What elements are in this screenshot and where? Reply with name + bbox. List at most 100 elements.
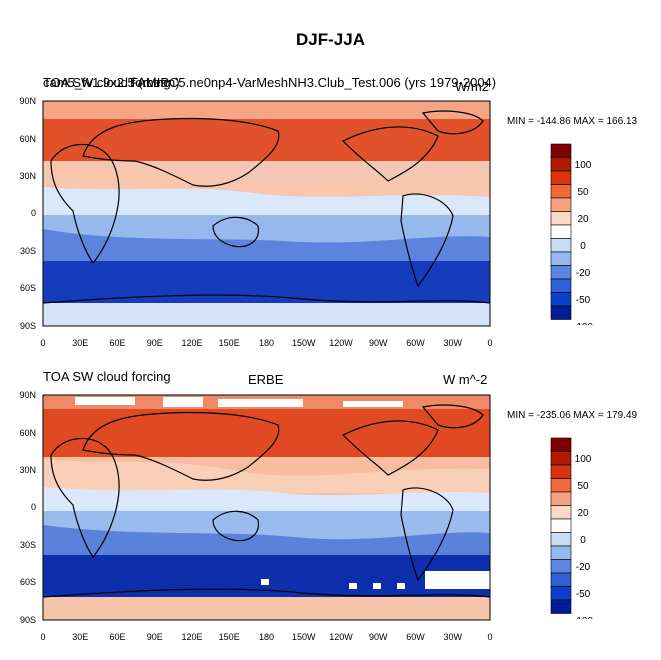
lon-label: 60E <box>109 338 125 348</box>
colorbar-box <box>550 238 572 253</box>
lon-label: 0 <box>487 338 492 348</box>
lon-label: 0 <box>40 632 45 642</box>
colorbar-box <box>550 532 572 547</box>
colorbar-box <box>550 451 572 466</box>
colorbar-tick-label: 0 <box>580 241 586 252</box>
lon-label: 90E <box>147 338 163 348</box>
colorbar-box <box>550 265 572 280</box>
lon-label: 150E <box>219 338 240 348</box>
lon-label: 60W <box>406 338 425 348</box>
panel1-left-title-1: TOA SW cloud forcing <box>43 75 171 90</box>
lon-label: 0 <box>487 632 492 642</box>
colorbar-tick-label: -50 <box>576 295 591 306</box>
panel1-units: W/m2 <box>455 79 489 94</box>
panel1-map: 90N 60N 30N 0 30S 60S 90S 0 30E 60E 90E … <box>19 96 492 348</box>
colorbar-box <box>550 184 572 199</box>
lat-label: 30N <box>19 465 36 475</box>
colorbar-tick-label: 0 <box>580 535 586 546</box>
panel1-lon-axis: 0 30E 60E 90E 120E 150E 180 150W 120W 90… <box>40 338 492 348</box>
lat-label: 30S <box>20 540 36 550</box>
panel2-plot-area <box>42 394 491 621</box>
panel1-case-label: FAMIPC5.ne0np4-VarMeshNH3.Club_Test.006 … <box>130 75 497 90</box>
panel1-colorbar: 100 50 20 0 -20 -50 -100 <box>550 143 593 325</box>
lon-label: 120E <box>181 338 202 348</box>
colorbar-box <box>550 505 572 520</box>
lat-label: 60S <box>20 283 36 293</box>
lon-label: 180 <box>259 338 274 348</box>
panel1-lat-axis: 90N 60N 30N 0 30S 60S 90S <box>19 96 36 331</box>
panel2-map: 90N 60N 30N 0 30S 60S 90S 0 30E 60E 90E … <box>19 390 492 642</box>
colorbar-tick-label: 20 <box>577 508 589 519</box>
lon-label: 60W <box>406 632 425 642</box>
panel2-lon-axis: 0 30E 60E 90E 120E 150E 180 150W 120W 90… <box>40 632 492 642</box>
lon-label: 120W <box>329 338 353 348</box>
colorbar-box <box>550 464 572 479</box>
colorbar-box <box>550 572 572 587</box>
panel1-frame <box>42 100 491 327</box>
colorbar-box <box>550 518 572 533</box>
lat-label: 30N <box>19 171 36 181</box>
panel2-minmax: MIN = -235.06 MAX = 179.49 <box>507 410 638 421</box>
panel1-minmax: MIN = -144.86 MAX = 166.13 <box>507 116 638 127</box>
lon-label: 120E <box>181 632 202 642</box>
colorbar-box <box>550 491 572 506</box>
colorbar-box <box>550 224 572 239</box>
colorbar-labels: 100 50 20 0 -20 -50 -100 <box>573 454 593 619</box>
lat-label: 0 <box>31 208 36 218</box>
colorbar-box <box>550 292 572 307</box>
colorbar-tick-label: -100 <box>573 616 593 619</box>
lon-label: 120W <box>329 632 353 642</box>
colorbar-box <box>550 157 572 172</box>
colorbar-tick-label: 100 <box>575 454 592 465</box>
colorbar-boxes <box>550 143 572 320</box>
lon-label: 90W <box>369 338 388 348</box>
panel2-center-title: ERBE <box>248 372 284 387</box>
colorbar-box <box>550 251 572 266</box>
lon-label: 30E <box>72 632 88 642</box>
lat-label: 30S <box>20 246 36 256</box>
colorbar-box <box>550 211 572 226</box>
main-title: DJF-JJA <box>296 30 365 49</box>
panel2-units: W m^-2 <box>443 372 488 387</box>
colorbar-box <box>550 437 572 452</box>
lon-label: 90E <box>147 632 163 642</box>
colorbar-tick-label: 50 <box>577 187 589 198</box>
colorbar-tick-label: -50 <box>576 589 591 600</box>
colorbar-tick-label: 50 <box>577 481 589 492</box>
lon-label: 180 <box>259 632 274 642</box>
lat-label: 90S <box>20 321 36 331</box>
colorbar-box <box>550 197 572 212</box>
lon-label: 60E <box>109 632 125 642</box>
lat-label: 90N <box>19 390 36 400</box>
lat-label: 60S <box>20 577 36 587</box>
lon-label: 150E <box>219 632 240 642</box>
lon-label: 150W <box>292 632 316 642</box>
colorbar-tick-label: 20 <box>577 214 589 225</box>
colorbar-tick-label: -20 <box>576 268 591 279</box>
colorbar-box <box>550 545 572 560</box>
colorbar-box <box>550 305 572 320</box>
panel1-left-title-2: cam5_fv1.9x2.5 (mean) <box>43 75 180 90</box>
panel2-left-title: TOA SW cloud forcing <box>43 369 171 384</box>
lat-label: 90N <box>19 96 36 106</box>
colorbar-boxes <box>550 437 572 614</box>
colorbar-labels: 100 50 20 0 -20 -50 -100 <box>573 160 593 325</box>
lon-label: 150W <box>292 338 316 348</box>
lat-label: 0 <box>31 502 36 512</box>
panel1-plot-area <box>42 100 491 327</box>
lon-label: 30W <box>443 338 462 348</box>
colorbar-box <box>550 278 572 293</box>
lat-label: 90S <box>20 615 36 625</box>
lon-label: 30W <box>443 632 462 642</box>
lat-label: 60N <box>19 428 36 438</box>
panel2-frame <box>42 394 491 621</box>
colorbar-box <box>550 143 572 158</box>
colorbar-box <box>550 170 572 185</box>
panel2-colorbar: 100 50 20 0 -20 -50 -100 <box>550 437 593 619</box>
lon-label: 0 <box>40 338 45 348</box>
lon-label: 90W <box>369 632 388 642</box>
lon-label: 30E <box>72 338 88 348</box>
colorbar-box <box>550 599 572 614</box>
colorbar-tick-label: 100 <box>575 160 592 171</box>
colorbar-tick-label: -20 <box>576 562 591 573</box>
